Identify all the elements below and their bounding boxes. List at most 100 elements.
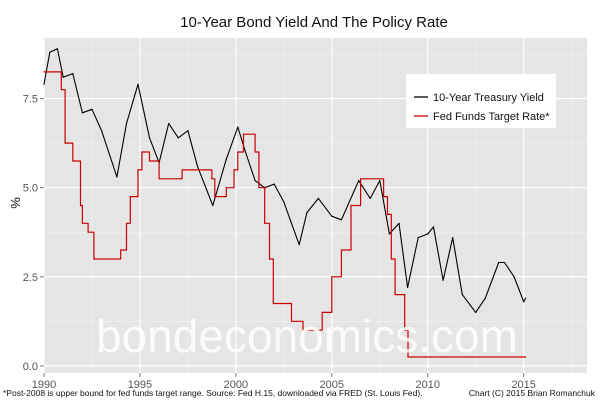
data-point-fedfunds	[272, 302, 274, 305]
data-point-fedfunds	[302, 329, 304, 331]
data-point-fedfunds	[214, 196, 216, 198]
data-point-treasury	[212, 204, 214, 207]
data-point-treasury	[49, 51, 51, 53]
data-point-treasury	[101, 130, 103, 132]
x-axis-ticks: 1990 1995 2000 2005 2010 2015	[32, 373, 536, 391]
data-point-fedfunds	[254, 151, 256, 153]
legend-box	[406, 74, 556, 128]
data-point-treasury	[306, 212, 308, 214]
data-point-treasury	[283, 201, 285, 203]
data-point-fedfunds	[331, 276, 333, 278]
data-point-fedfunds	[125, 222, 128, 224]
data-point-treasury	[177, 137, 179, 139]
x-tick-label: 2015	[511, 379, 535, 391]
data-point-fedfunds	[137, 169, 139, 171]
data-point-fedfunds	[79, 204, 82, 207]
data-point-fedfunds	[258, 187, 260, 189]
data-point-fedfunds	[321, 311, 323, 313]
data-point-fedfunds	[120, 249, 122, 251]
data-point-treasury	[358, 180, 360, 182]
y-axis-ticks: 0.0 2.5 5.0 7.5	[23, 94, 44, 373]
data-point-fedfunds	[233, 169, 235, 171]
data-point-fedfunds	[181, 169, 183, 171]
data-point-fedfunds	[360, 178, 362, 180]
data-point-fedfunds	[237, 151, 239, 153]
data-point-fedfunds	[72, 160, 74, 162]
data-point-fedfunds	[394, 294, 396, 296]
data-point-fedfunds	[386, 213, 389, 215]
data-point-treasury	[484, 297, 486, 299]
data-point-treasury	[475, 311, 477, 313]
data-point-fedfunds	[390, 258, 392, 260]
y-tick-label: 0.0	[23, 361, 38, 373]
data-point-fedfunds	[158, 178, 160, 180]
data-point-treasury	[196, 165, 199, 167]
data-point-treasury	[254, 180, 256, 182]
data-point-fedfunds	[43, 71, 45, 73]
y-tick-label: 5.0	[23, 183, 38, 195]
footnote: *Post-2008 is upper bound for fed funds …	[3, 388, 423, 398]
legend-label-treasury: 10-Year Treasury Yield	[433, 92, 544, 104]
data-point-treasury	[137, 83, 139, 85]
data-point-treasury	[168, 122, 170, 125]
data-point-fedfunds	[242, 133, 245, 135]
legend: 10-Year Treasury Yield Fed Funds Target …	[406, 74, 556, 128]
data-point-treasury	[237, 126, 239, 128]
y-tick-label: 2.5	[23, 272, 38, 284]
data-point-treasury	[503, 261, 506, 264]
data-point-treasury	[513, 276, 515, 278]
data-point-fedfunds	[129, 196, 131, 198]
data-point-treasury	[427, 233, 429, 235]
data-point-treasury	[461, 294, 463, 296]
data-point-fedfunds	[148, 160, 151, 162]
data-point-fedfunds	[60, 89, 62, 91]
data-point-fedfunds	[87, 231, 89, 233]
data-point-fedfunds	[340, 249, 342, 251]
data-point-fedfunds	[81, 222, 83, 224]
data-point-treasury	[317, 197, 319, 199]
data-point-fedfunds	[268, 258, 271, 260]
x-tick-label: 1990	[32, 379, 56, 391]
data-point-fedfunds	[383, 196, 385, 198]
data-point-fedfunds	[211, 178, 213, 180]
data-point-treasury	[407, 286, 409, 289]
y-axis-label: %	[8, 197, 23, 209]
data-point-treasury	[398, 222, 400, 224]
x-tick-label: 2005	[320, 379, 344, 391]
data-point-fedfunds	[64, 142, 66, 144]
data-point-fedfunds	[350, 204, 352, 207]
data-point-treasury	[340, 219, 342, 221]
data-point-treasury	[379, 180, 381, 182]
data-point-treasury	[43, 83, 45, 85]
data-point-treasury	[331, 215, 333, 217]
data-point-fedfunds	[407, 356, 409, 358]
data-point-treasury	[273, 183, 275, 185]
legend-label-fedfunds: Fed Funds Target Rate*	[433, 111, 550, 123]
x-tick-label: 2010	[416, 379, 440, 391]
data-point-treasury	[369, 197, 371, 199]
data-point-treasury	[148, 137, 151, 139]
data-point-treasury	[187, 130, 189, 132]
data-point-treasury	[432, 226, 435, 228]
data-point-fedfunds	[264, 222, 266, 224]
data-point-treasury	[523, 301, 525, 303]
data-point-treasury	[452, 237, 454, 239]
data-point-fedfunds	[141, 151, 143, 153]
data-point-treasury	[91, 108, 93, 110]
series-line-fedfunds	[44, 71, 526, 358]
grid-minor	[44, 38, 587, 373]
data-point-treasury	[244, 151, 247, 153]
chart-title: 10-Year Bond Yield And The Policy Rate	[180, 14, 448, 31]
data-point-treasury	[62, 76, 64, 78]
y-tick-label: 7.5	[23, 94, 38, 106]
chart-credit: Chart (C) 2015 Brian Romanchuk	[469, 388, 596, 398]
data-point-fedfunds	[290, 320, 293, 322]
data-point-treasury	[72, 73, 74, 75]
data-point-treasury	[56, 48, 59, 50]
data-point-fedfunds	[525, 356, 527, 358]
data-point-treasury	[125, 122, 128, 125]
series-layer	[43, 48, 527, 358]
data-point-treasury	[81, 112, 83, 114]
data-point-treasury	[442, 279, 444, 281]
